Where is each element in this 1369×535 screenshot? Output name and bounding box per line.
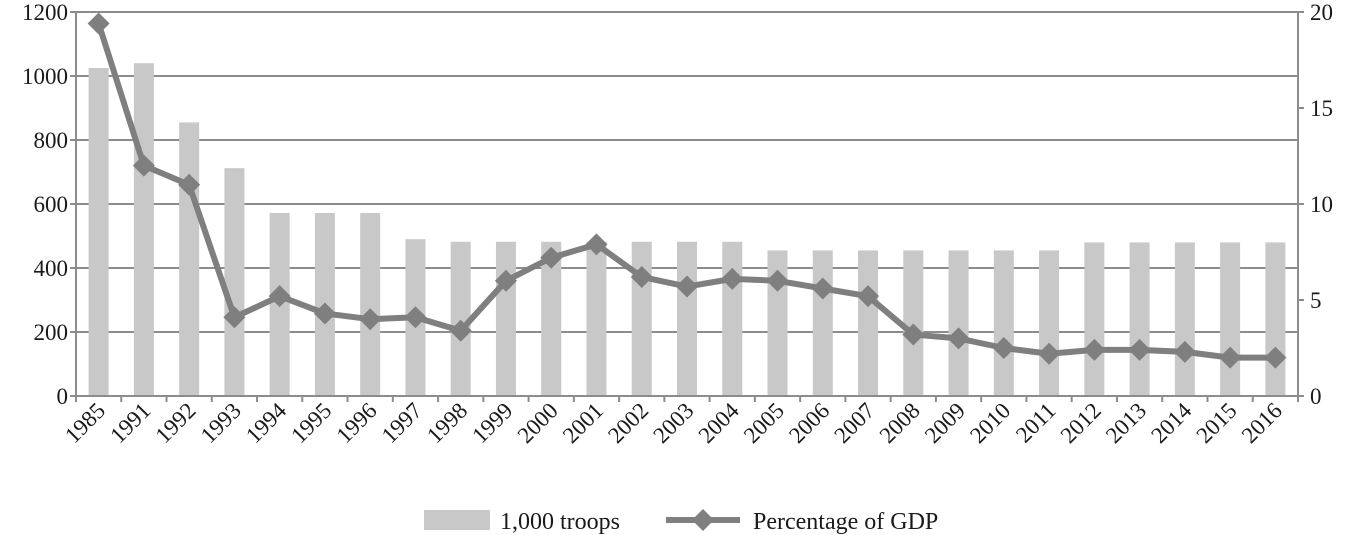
gdp-marker — [1173, 340, 1196, 363]
bar — [1265, 242, 1286, 396]
bar — [1129, 242, 1150, 396]
bar — [179, 122, 200, 397]
gdp-marker — [1264, 346, 1287, 369]
x-tick-label: 2003 — [648, 398, 698, 448]
y-right-tick-label: 10 — [1310, 192, 1333, 217]
gdp-marker — [857, 285, 880, 308]
y-left-tick-label: 1000 — [22, 64, 68, 89]
gdp-marker — [630, 265, 653, 288]
gdp-marker — [1083, 338, 1106, 361]
gdp-marker — [585, 233, 608, 256]
axes — [70, 11, 1304, 402]
x-tick-label: 2004 — [694, 398, 745, 449]
gdp-marker — [766, 269, 789, 292]
x-tick-label: 1998 — [422, 398, 472, 448]
y-right-tick-label: 20 — [1310, 0, 1333, 25]
bar — [993, 250, 1014, 396]
x-tick-label: 2012 — [1056, 398, 1106, 448]
bar — [948, 250, 969, 396]
gdp-marker — [1128, 338, 1151, 361]
bar — [586, 241, 607, 396]
y-left-tick-label: 0 — [57, 384, 69, 409]
x-tick-label: 1999 — [467, 398, 517, 448]
x-tick-label: 2005 — [739, 398, 789, 448]
bar — [812, 250, 833, 396]
bar — [631, 241, 652, 396]
gdp-marker — [721, 267, 744, 290]
gdp-marker — [87, 12, 110, 35]
y-left-tick-label: 200 — [34, 320, 69, 345]
y-right-tick-label: 0 — [1310, 384, 1322, 409]
bar — [1220, 242, 1241, 396]
x-tick-label: 2011 — [1011, 398, 1061, 448]
legend-label-gdp: Percentage of GDP — [753, 509, 938, 535]
x-tick-label: 2001 — [558, 398, 608, 448]
x-tick-label: 1991 — [105, 398, 155, 448]
x-tick-label: 2010 — [965, 398, 1015, 448]
x-tick-label: 1994 — [241, 398, 292, 449]
gdp-marker — [268, 285, 291, 308]
gdp-marker — [359, 308, 382, 331]
x-tick-label: 2013 — [1101, 398, 1151, 448]
gdp-marker — [992, 337, 1015, 359]
bar — [88, 68, 109, 396]
gdp-marker — [178, 173, 201, 196]
gdp-marker — [811, 277, 834, 300]
gdp-marker — [449, 319, 472, 342]
y-left-tick-label: 400 — [34, 256, 69, 281]
x-tick-label: 2008 — [875, 398, 925, 448]
legend-swatch-troops — [424, 510, 490, 530]
legend: 1,000 troops Percentage of GDP — [424, 509, 938, 535]
gdp-marker — [676, 275, 698, 298]
legend-swatch-gdp-marker — [692, 509, 714, 531]
gdp-marker — [1219, 346, 1242, 369]
gdp-marker — [540, 246, 563, 269]
bar — [360, 212, 381, 396]
x-tick-label: 2006 — [784, 398, 834, 448]
bar — [722, 241, 743, 396]
gdp-marker — [223, 306, 246, 329]
x-tick-label: 2016 — [1237, 398, 1287, 448]
bar — [1084, 242, 1105, 396]
bar — [1039, 250, 1060, 396]
y-right-tick-label: 5 — [1310, 288, 1322, 313]
x-tick-label: 2014 — [1146, 398, 1197, 449]
gdp-marker — [1038, 342, 1061, 365]
line-series-gdp — [87, 12, 1287, 369]
x-tick-label: 1993 — [196, 398, 246, 448]
x-tick-label: 2007 — [829, 398, 879, 448]
x-tick-label: 1995 — [286, 398, 336, 448]
gdp-marker — [902, 323, 925, 346]
gdp-marker — [313, 302, 336, 325]
y-left-tick-label: 600 — [34, 192, 69, 217]
bar — [133, 63, 154, 396]
bar — [495, 241, 516, 396]
bar — [450, 241, 471, 396]
x-tick-label: 1992 — [150, 398, 200, 448]
x-tick-label: 2009 — [920, 398, 970, 448]
bar — [541, 241, 562, 396]
gdp-marker — [494, 269, 517, 292]
bar-series-troops — [88, 63, 1286, 397]
y-right-tick-label: 15 — [1310, 96, 1333, 121]
x-tick-label: 2000 — [513, 398, 563, 448]
bar — [858, 250, 879, 396]
bar — [224, 168, 245, 396]
bar — [677, 241, 697, 396]
bar — [903, 250, 924, 396]
x-tick-label: 1996 — [332, 398, 382, 448]
x-tick-label: 2015 — [1191, 398, 1241, 448]
x-tick-label: 2002 — [603, 398, 653, 448]
y-left-tick-label: 1200 — [22, 0, 68, 25]
x-tick-label: 1997 — [377, 398, 427, 448]
gdp-marker — [132, 154, 155, 177]
y-left-tick-label: 800 — [34, 128, 69, 153]
gdp-marker — [947, 327, 970, 350]
legend-label-troops: 1,000 troops — [500, 509, 620, 535]
bar — [1174, 242, 1195, 396]
gdp-marker — [404, 306, 427, 329]
